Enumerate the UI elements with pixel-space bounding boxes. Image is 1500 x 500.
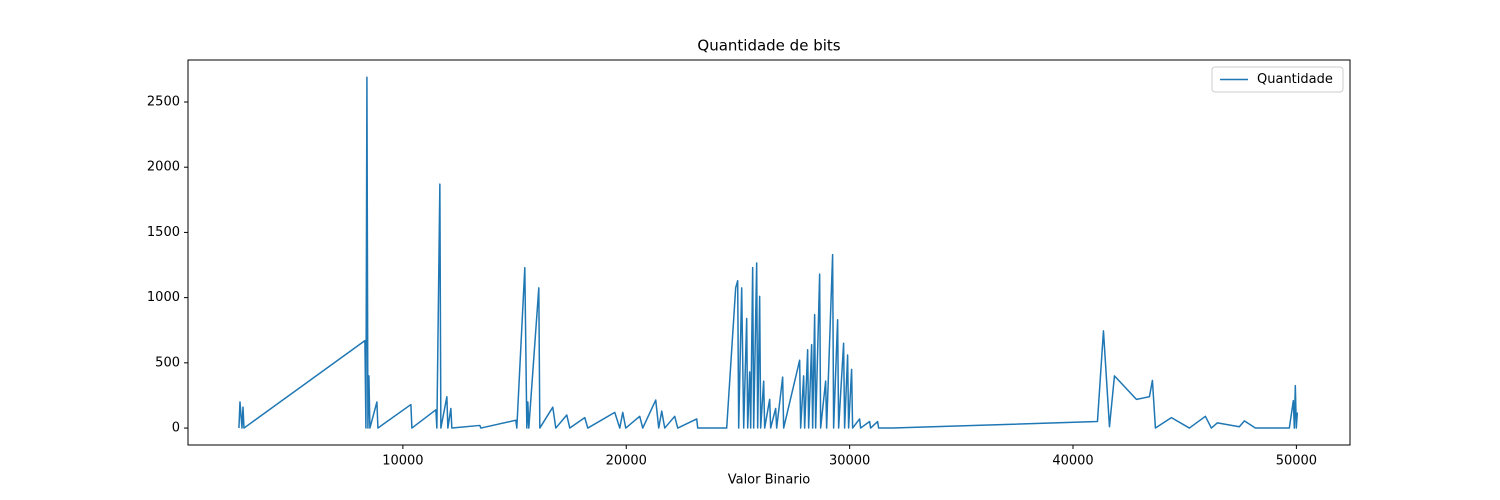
x-axis-label: Valor Binario bbox=[728, 473, 811, 488]
legend-label: Quantidade bbox=[1257, 72, 1333, 87]
data-line bbox=[238, 76, 1299, 429]
x-tick-label: 10000 bbox=[382, 454, 423, 469]
chart-title: Quantidade de bits bbox=[697, 37, 840, 55]
y-tick-label: 1500 bbox=[147, 225, 180, 240]
x-tick-label: 50000 bbox=[1276, 454, 1317, 469]
x-tick-label: 30000 bbox=[829, 454, 870, 469]
y-tick-label: 1000 bbox=[147, 290, 180, 305]
x-tick-label: 20000 bbox=[606, 454, 647, 469]
y-tick-label: 0 bbox=[172, 421, 180, 436]
y-tick-label: 500 bbox=[155, 355, 180, 370]
x-tick-label: 40000 bbox=[1052, 454, 1093, 469]
y-tick-label: 2000 bbox=[147, 160, 180, 175]
plot-frame bbox=[187, 59, 1351, 446]
legend-box bbox=[1211, 66, 1344, 93]
y-tick-label: 2500 bbox=[147, 94, 180, 109]
